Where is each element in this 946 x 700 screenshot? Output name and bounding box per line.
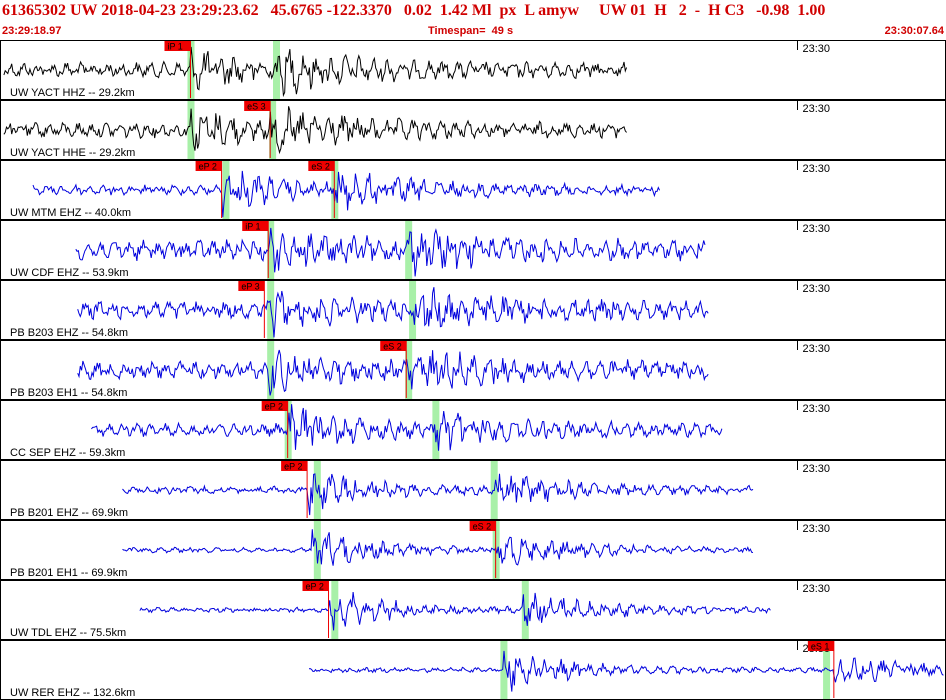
channel-label: UW CDF EHZ -- 53.9km (10, 267, 129, 279)
channel-label: PB B201 EH1 -- 69.9km (10, 567, 127, 579)
waveform-trace (77, 349, 709, 396)
channel-label: UW TDL EHZ -- 75.5km (10, 627, 126, 639)
pick-flag[interactable] (261, 401, 288, 411)
time-tick-label: 23:30 (803, 583, 831, 595)
pick-flag[interactable] (164, 41, 191, 51)
seismogram-plot[interactable]: 23:30 iP 1 UW YACT HHZ -- 29.2km 23:30 eS 3 U… (0, 40, 946, 700)
channel-panel-6[interactable]: 23:30 eP 2 CC SEP EHZ -- 59.3km (0, 400, 946, 460)
channel-label: UW MTM EHZ -- 40.0km (10, 207, 131, 219)
channel-label: CC SEP EHZ -- 59.3km (10, 447, 125, 459)
channel-panel-7[interactable]: 23:30 eP 2 PB B201 EHZ -- 69.9km (0, 460, 946, 520)
waveform-trace (32, 170, 661, 218)
channel-panel-3[interactable]: 23:30 iP 1 UW CDF EHZ -- 53.9km (0, 220, 946, 280)
pick-window-0 (313, 521, 321, 579)
waveform-trace (75, 227, 706, 277)
waveform-trace (3, 46, 628, 98)
window-start-time: 23:29:18.97 (2, 25, 62, 37)
waveform-trace (139, 592, 771, 631)
timespan-label: Timespan= 49 s (428, 25, 514, 37)
channel-label: UW YACT HHE -- 29.2km (10, 147, 135, 159)
waveform-trace (308, 650, 944, 692)
pick-flag[interactable] (238, 281, 265, 291)
pick-flag[interactable] (302, 581, 329, 591)
pick-flag[interactable] (281, 461, 308, 471)
channel-panel-0[interactable]: 23:30 iP 1 UW YACT HHZ -- 29.2km (0, 40, 946, 100)
pick-flag-label: eS 1 (811, 642, 830, 652)
time-tick-label: 23:30 (803, 223, 831, 235)
panel-frame (0, 400, 946, 460)
event-summary-title: 61365302 UW 2018-04-23 23:29:23.62 45.67… (2, 2, 826, 19)
waveform-trace (77, 287, 709, 338)
panel-frame (0, 100, 946, 160)
pick-flag-label: eP 2 (199, 162, 217, 172)
pick-window-0 (500, 641, 508, 699)
pick-flag-label: eP 3 (241, 282, 259, 292)
pick-window-0 (313, 461, 321, 519)
pick-flag-label: iP 1 (167, 42, 182, 52)
channel-panel-9[interactable]: 23:30 eP 2 UW TDL EHZ -- 75.5km (0, 580, 946, 640)
channel-panel-1[interactable]: 23:30 eS 3 UW YACT HHE -- 29.2km (0, 100, 946, 160)
pick-flag-label: eS 2 (311, 162, 330, 172)
pick-window-1 (405, 221, 413, 279)
channel-label: PB B201 EHZ -- 69.9km (10, 507, 128, 519)
pick-flag[interactable] (807, 641, 834, 651)
pick-window-1 (409, 281, 417, 339)
time-tick-label: 23:30 (803, 343, 831, 355)
time-tick-label: 23:30 (803, 283, 831, 295)
channel-panel-2[interactable]: 23:30 eP 2 eS 2 UW MTM EHZ -- 40.0km (0, 160, 946, 220)
pick-window-1 (521, 581, 529, 639)
pick-flag-label: eS 3 (247, 102, 266, 112)
pick-flag-label: eP 2 (305, 582, 323, 592)
event-header: 61365302 UW 2018-04-23 23:29:23.62 45.67… (0, 0, 946, 40)
panel-frame (0, 40, 946, 100)
seismogram-panels[interactable]: 23:30 iP 1 UW YACT HHZ -- 29.2km 23:30 eS 3 U… (0, 40, 946, 700)
channel-panel-4[interactable]: 23:30 eP 3 PB B203 EHZ -- 54.8km (0, 280, 946, 340)
time-tick-label: 23:30 (803, 403, 831, 415)
pick-window-1 (432, 401, 440, 459)
pick-flag-label: iP 1 (245, 222, 260, 232)
pick-window-0 (187, 101, 195, 159)
pick-flag-label: eP 2 (284, 462, 302, 472)
channel-panel-8[interactable]: 23:30 eS 2 PB B201 EH1 -- 69.9km (0, 520, 946, 580)
channel-label: PB B203 EHZ -- 54.8km (10, 327, 128, 339)
time-tick-label: 23:30 (803, 43, 831, 55)
waveform-trace (91, 404, 723, 451)
pick-window-1 (405, 341, 413, 399)
time-tick-label: 23:30 (803, 523, 831, 535)
time-tick-label: 23:30 (803, 103, 831, 115)
pick-flag[interactable] (195, 161, 222, 171)
waveform-trace (122, 473, 754, 516)
pick-window-0 (222, 161, 230, 219)
pick-flag[interactable] (242, 221, 269, 231)
pick-flag-label: eP 2 (265, 402, 283, 412)
channel-label: PB B203 EH1 -- 54.8km (10, 387, 127, 399)
window-end-time: 23:30:07.64 (884, 25, 944, 37)
pick-window-1 (823, 641, 831, 699)
pick-flag-label: eS 2 (383, 342, 402, 352)
pick-window-0 (267, 341, 275, 399)
time-tick-label: 23:30 (803, 163, 831, 175)
channel-label: UW RER EHZ -- 132.6km (10, 687, 135, 699)
waveform-trace (3, 106, 627, 155)
channel-panel-5[interactable]: 23:30 eS 2 PB B203 EH1 -- 54.8km (0, 340, 946, 400)
pick-flag-label: eS 2 (473, 522, 492, 532)
pick-flag[interactable] (469, 521, 496, 531)
pick-window-0 (267, 221, 275, 279)
channel-label: UW YACT HHZ -- 29.2km (10, 87, 135, 99)
pick-flag[interactable] (380, 341, 407, 351)
waveform-trace (122, 529, 754, 566)
time-tick-label: 23:30 (803, 463, 831, 475)
pick-flag[interactable] (244, 101, 271, 111)
panel-frame (0, 340, 946, 400)
pick-flag[interactable] (308, 161, 335, 171)
